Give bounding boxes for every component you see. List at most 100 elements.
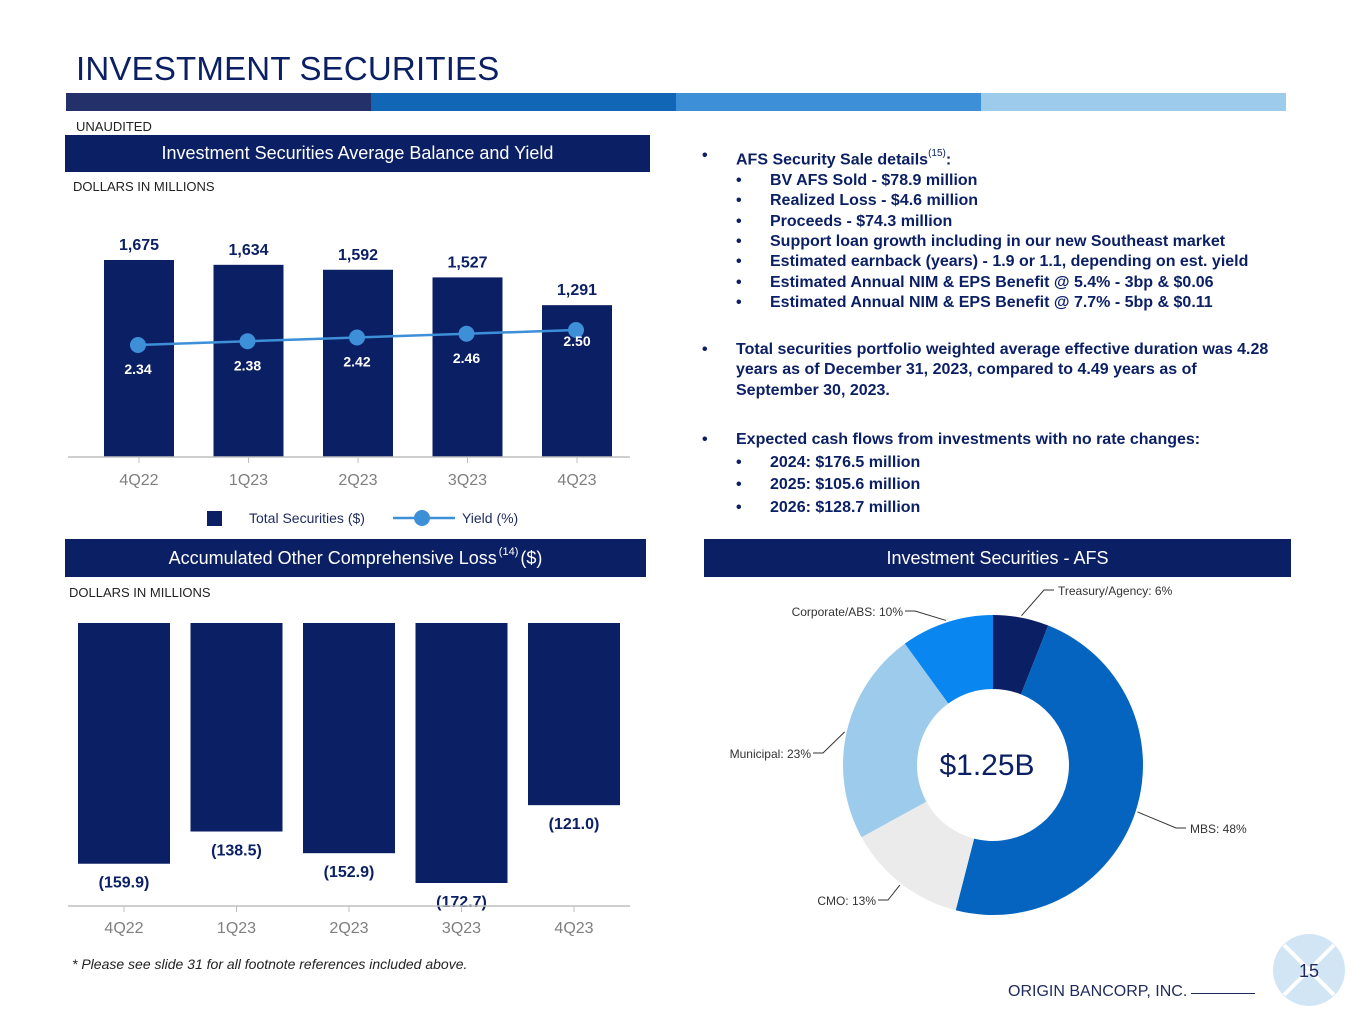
list-item: 2024: $176.5 million [736,452,1282,475]
list-item: Realized Loss - $4.6 million [736,191,1292,212]
securities-bar [213,264,284,457]
footnote: * Please see slide 31 for all footnote r… [72,956,468,972]
company-underline [1191,993,1256,994]
yield-label: 2.34 [124,361,151,377]
unaudited-label: UNAUDITED [76,119,152,134]
aocl-chart-header: Accumulated Other Comprehensive Loss (14… [65,539,646,577]
afs-sale-title-text: AFS Security Sale details [736,151,929,169]
donut-leader-line [1021,589,1054,617]
yield-label: 2.42 [343,354,370,370]
securities-bar-label: 1,291 [557,282,597,299]
donut-leader-line [1137,811,1186,829]
donut-slice-label: MBS: 48% [1190,822,1247,836]
page-number: 15 [1299,961,1320,981]
duration-bullet: Total securities portfolio weighted aver… [702,340,1282,401]
cash-flow-bullets: Expected cash flows from investments wit… [702,429,1282,519]
x-tick-label: 4Q23 [557,472,596,489]
aocl-bar [78,623,170,864]
aocl-chart-units: DOLLARS IN MILLIONS [69,585,211,600]
header-color-bar [66,93,1286,111]
list-item: Support loan growth including in our new… [736,232,1292,253]
top-chart-units: DOLLARS IN MILLIONS [73,179,215,194]
aocl-bar [528,623,620,806]
yield-point [568,322,584,338]
list-item: 2026: $128.7 million [736,497,1282,520]
legend-line-swatch [392,510,455,526]
yield-line-group: 2.34 2.38 2.42 2.46 2.50 [124,322,591,377]
aocl-bar [303,623,395,854]
yield-point [239,333,256,350]
x-tick-label: 3Q23 [448,472,487,489]
aocl-bar [190,623,283,832]
afs-colon: : [945,151,952,169]
aocl-footnote-ref: (14) [498,546,519,558]
aocl-x-tick-label: 2Q23 [329,920,368,937]
color-bar-segment [981,93,1286,111]
donut-slice-label: Municipal: 23% [730,747,812,761]
donut-slices-group [843,615,1143,915]
afs-footnote-ref: (15) [928,148,946,159]
yield-point [458,325,475,342]
color-bar-segment [371,93,676,111]
aocl-chart-title: Accumulated Other Comprehensive Loss [168,547,497,568]
top-ticks-group: 4Q22 1Q23 2Q23 3Q23 4Q23 [119,457,597,489]
list-item: Estimated earnback (years) - 1.9 or 1.1,… [736,252,1292,273]
aocl-x-tick-label: 1Q23 [217,920,256,937]
securities-bar [432,277,503,457]
afs-pie-title: Investment Securities - AFS [886,547,1109,568]
x-tick-label: 2Q23 [338,472,377,489]
top-chart-legend: Total Securities ($) Yield (%) [207,509,518,527]
list-item: Estimated Annual NIM & EPS Benefit @ 5.4… [736,273,1292,294]
cash-flow-title: Expected cash flows from investments wit… [702,429,1282,519]
legend-bar-swatch [207,510,222,526]
balance-yield-chart: 1,675 1,634 1,592 1,527 1,291 4Q22 1Q23 2Q23 3Q… [68,237,630,489]
page-title: INVESTMENT SECURITIES [76,50,500,87]
donut-leader-line [813,731,846,754]
list-item: 2025: $105.6 million [736,474,1282,497]
aocl-bar-label: (152.9) [324,864,375,881]
legend-total-securities: Total Securities ($) [249,510,365,526]
aocl-bar [415,623,508,883]
x-tick-label: 4Q22 [119,472,158,489]
donut-slice [904,615,993,704]
yield-label: 2.50 [563,333,590,349]
donut-slice-label: CMO: 13% [817,894,876,908]
aocl-x-tick-label: 3Q23 [442,920,481,937]
donut-slice [993,615,1049,695]
securities-bar [323,269,393,457]
afs-sale-bullets: AFS Security Sale details(15): BV AFS So… [702,146,1292,314]
company-name-text: ORIGIN BANCORP, INC. [1008,983,1188,1000]
donut-leader-line [878,884,901,901]
aocl-x-tick-label: 4Q22 [104,920,143,937]
color-bar-segment [676,93,981,111]
aocl-bar-label: (121.0) [549,816,600,833]
aocl-chart: (159.9)(138.5)(152.9)(172.7)(121.0) 4Q22… [68,623,630,937]
yield-point [349,329,365,346]
donut-labels-group: Treasury/Agency: 6% MBS: 48% CMO: 13% Munic… [730,584,1247,908]
donut-slice [955,625,1143,915]
top-chart-title: Investment Securities Average Balance an… [161,143,554,163]
donut-slice-label: Treasury/Agency: 6% [1058,584,1173,598]
donut-center-total: $1.25B [939,749,1034,782]
yield-point [130,337,146,353]
list-item: Proceeds - $74.3 million [736,212,1292,233]
duration-text: Total securities portfolio weighted aver… [702,340,1282,401]
cash-flow-title-text: Expected cash flows from investments wit… [736,431,1201,448]
afs-sale-title: AFS Security Sale details(15): BV AFS So… [702,146,1292,314]
donut-leader-line [905,610,947,621]
aocl-bar-label: (159.9) [99,875,150,892]
list-item: Estimated Annual NIM & EPS Benefit @ 7.7… [736,293,1292,314]
list-item: BV AFS Sold - $78.9 million [736,171,1292,192]
securities-bar-label: 1,634 [228,242,268,259]
top-bars-group: 1,675 1,634 1,592 1,527 1,291 [104,237,612,457]
yield-label: 2.46 [453,350,480,366]
company-name: ORIGIN BANCORP, INC. [1008,983,1256,1001]
top-chart-header: Investment Securities Average Balance an… [65,135,650,172]
x-tick-label: 1Q23 [229,472,268,489]
aocl-ticks-group: 4Q22 1Q23 2Q23 3Q23 4Q23 [104,906,594,937]
aocl-chart-title-suffix: ($) [520,547,543,568]
aocl-x-tick-label: 4Q23 [554,920,593,937]
securities-bar-label: 1,592 [338,247,378,264]
legend-yield: Yield (%) [461,510,519,526]
donut-slice [843,643,949,838]
